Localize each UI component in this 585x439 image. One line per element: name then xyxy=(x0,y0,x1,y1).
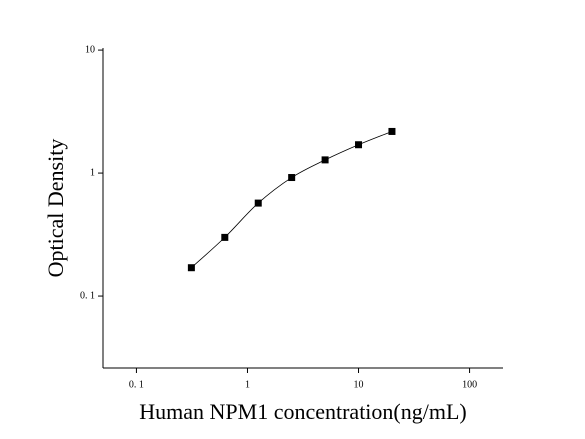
data-point xyxy=(288,174,296,182)
y-tick-label: 10 xyxy=(85,44,95,55)
data-point xyxy=(187,264,195,272)
x-tick-label: 100 xyxy=(462,379,477,390)
y-tick-label: 1 xyxy=(90,167,95,178)
x-tick-label: 1 xyxy=(245,379,250,390)
data-point xyxy=(388,127,396,135)
y-tick-label: 0. 1 xyxy=(80,290,95,301)
data-point xyxy=(321,156,329,164)
fit-curve xyxy=(191,131,393,269)
x-axis-title: Human NPM1 concentration(ng/mL) xyxy=(139,399,467,424)
y-axis-title: Optical Density xyxy=(43,139,68,278)
data-point xyxy=(254,199,262,207)
x-tick-label: 10 xyxy=(354,379,364,390)
data-point xyxy=(221,233,229,241)
x-tick-label: 0. 1 xyxy=(129,379,144,390)
data-point xyxy=(355,141,363,149)
